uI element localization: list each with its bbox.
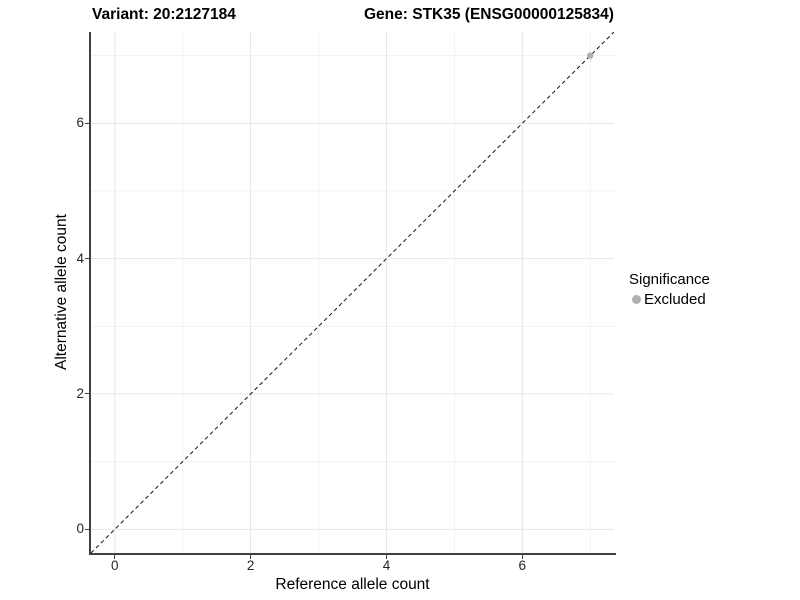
x-tick-label: 4	[382, 558, 391, 573]
y-tick-label: 4	[76, 250, 84, 266]
plot-title-variant: Variant: 20:2127184	[92, 6, 236, 23]
x-tick-mark	[385, 555, 387, 559]
plot-panel	[91, 32, 614, 553]
y-tick-label: 2	[76, 385, 84, 401]
x-axis-line	[89, 553, 616, 555]
legend: Significance Excluded	[629, 271, 710, 308]
x-tick-mark	[521, 555, 523, 559]
identity-reference-line	[91, 32, 614, 553]
y-axis-title: Alternative allele count	[53, 214, 70, 370]
y-axis-line	[89, 32, 91, 555]
y-tick-mark	[85, 393, 89, 395]
legend-item-excluded: Excluded	[629, 291, 710, 308]
x-tick-label: 0	[111, 558, 119, 573]
x-tick-mark	[114, 555, 116, 559]
x-tick-label: 2	[246, 558, 255, 573]
plot-title-gene: Gene: STK35 (ENSG00000125834)	[364, 6, 614, 23]
legend-title: Significance	[629, 271, 710, 288]
x-tick-mark	[250, 555, 252, 559]
x-axis-title: Reference allele count	[275, 576, 430, 593]
x-tick-label: 6	[518, 558, 527, 573]
y-tick-label: 0	[76, 521, 84, 537]
y-tick-label: 6	[76, 115, 84, 131]
y-tick-mark	[85, 258, 89, 260]
data-point-excluded	[587, 52, 594, 59]
legend-item-label: Excluded	[644, 291, 706, 308]
excluded-point-icon	[632, 295, 641, 304]
y-tick-mark	[85, 122, 89, 124]
y-tick-mark	[85, 528, 89, 530]
